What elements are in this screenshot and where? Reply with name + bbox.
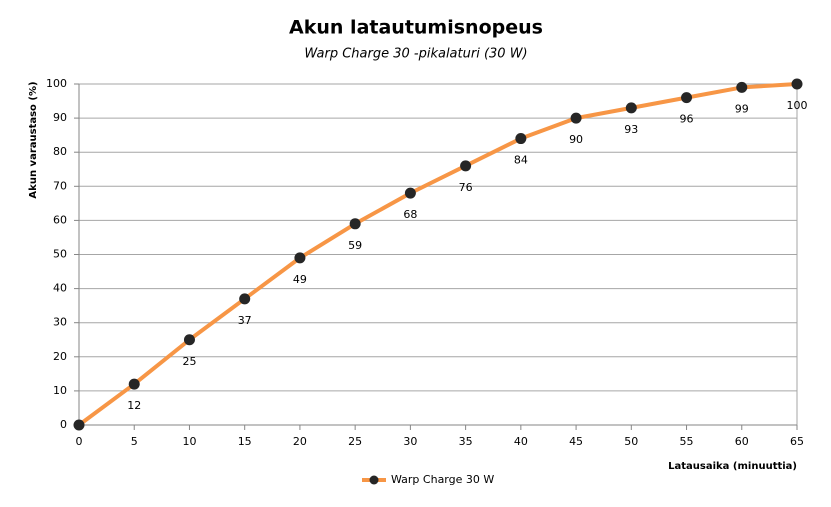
- data-point: [460, 160, 472, 172]
- x-tick-label: 65: [790, 435, 804, 448]
- x-tick-label: 25: [348, 435, 362, 448]
- y-tick-label: 50: [53, 248, 67, 261]
- x-tick-label: 15: [238, 435, 252, 448]
- x-tick-label: 40: [514, 435, 528, 448]
- data-point: [183, 334, 195, 346]
- data-point: [128, 378, 140, 390]
- x-tick-label: 35: [459, 435, 473, 448]
- data-point: [681, 92, 693, 104]
- data-label: 76: [459, 181, 473, 194]
- y-tick-label: 60: [53, 213, 67, 226]
- data-point: [791, 78, 803, 90]
- data-point: [294, 252, 306, 264]
- legend-marker: [369, 475, 379, 485]
- y-tick-label: 70: [53, 179, 67, 192]
- x-tick-label: 30: [403, 435, 417, 448]
- data-point: [515, 133, 527, 145]
- y-tick-label: 20: [53, 350, 67, 363]
- data-label: 49: [293, 273, 307, 286]
- x-tick-label: 55: [680, 435, 694, 448]
- data-point: [404, 187, 416, 199]
- y-tick-label: 0: [60, 418, 67, 431]
- data-label: 68: [403, 208, 417, 221]
- data-label: 100: [787, 99, 808, 112]
- data-label: 99: [735, 102, 749, 115]
- chart-subtitle: Warp Charge 30 -pikalaturi (30 W): [304, 47, 527, 62]
- data-label: 59: [348, 239, 362, 252]
- x-tick-label: 45: [569, 435, 583, 448]
- data-label: 90: [569, 133, 583, 146]
- x-tick-label: 5: [131, 435, 138, 448]
- y-tick-label: 10: [53, 384, 67, 397]
- chart-title: Akun latautumisnopeus: [289, 17, 543, 39]
- x-tick-label: 60: [735, 435, 749, 448]
- x-tick-label: 10: [182, 435, 196, 448]
- x-tick-label: 20: [293, 435, 307, 448]
- data-label: 37: [238, 314, 252, 327]
- data-label: 84: [514, 154, 528, 167]
- y-tick-label: 30: [53, 316, 67, 329]
- y-tick-label: 100: [46, 77, 67, 90]
- data-point: [73, 419, 85, 431]
- data-label: 93: [624, 123, 638, 136]
- data-point: [625, 102, 637, 114]
- data-point: [349, 218, 361, 230]
- data-point: [239, 293, 251, 305]
- data-point: [570, 112, 582, 124]
- y-tick-label: 80: [53, 145, 67, 158]
- data-label: 12: [127, 399, 141, 412]
- x-axis-label: Latausaika (minuuttia): [668, 461, 797, 472]
- y-tick-label: 40: [53, 282, 67, 295]
- legend-label: Warp Charge 30 W: [391, 473, 494, 486]
- series-line: [77, 82, 798, 427]
- x-tick-label: 50: [624, 435, 638, 448]
- data-label: 25: [182, 355, 196, 368]
- y-axis-label: Akun varaustaso (%): [28, 81, 39, 198]
- data-label: 96: [680, 113, 694, 126]
- y-tick-label: 90: [53, 111, 67, 124]
- x-tick-label: 0: [76, 435, 83, 448]
- data-point: [736, 81, 748, 93]
